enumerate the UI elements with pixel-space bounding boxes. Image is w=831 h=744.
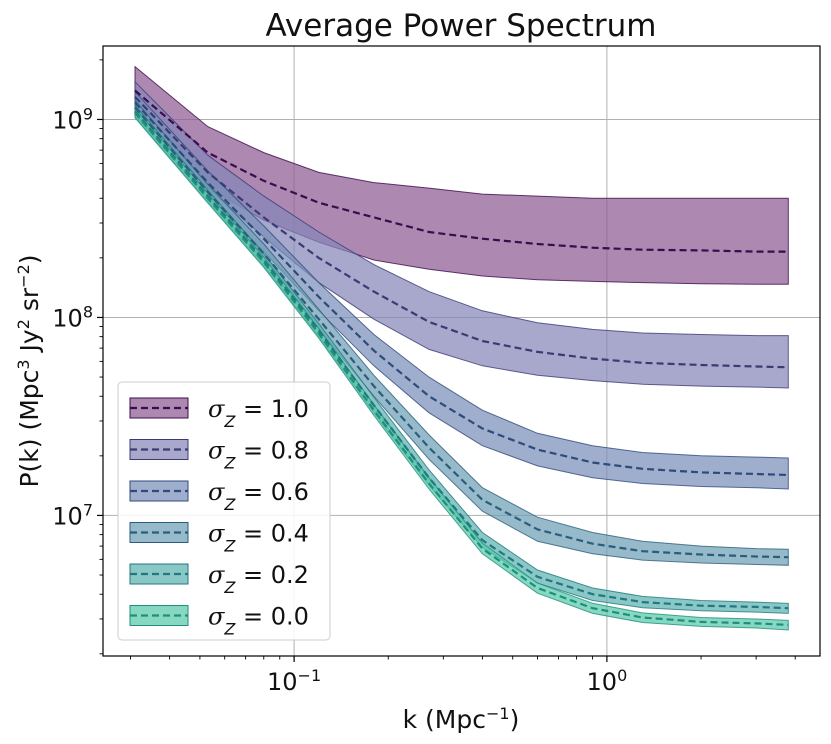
legend: σZ = 1.0σZ = 0.8σZ = 0.6σZ = 0.4σZ = 0.2… xyxy=(117,381,331,641)
legend-subscript: Z xyxy=(223,495,236,514)
mean-line-5 xyxy=(134,112,789,626)
plot-border xyxy=(102,45,821,657)
legend-label-5: σZ = 0.0 xyxy=(208,603,309,639)
y-axis-label: P(k) (Mpc3 Jy2 sr−2) xyxy=(14,254,45,487)
x-axis-label-exponent: −1 xyxy=(486,704,510,723)
series-bands xyxy=(134,65,789,631)
legend-subscript: Z xyxy=(223,619,236,638)
mean-line-0 xyxy=(134,89,789,253)
legend-subscript: Z xyxy=(223,453,236,472)
mean-line-2 xyxy=(134,101,789,477)
y-tick-label: 108 xyxy=(52,302,93,333)
x-tick-exponent: −1 xyxy=(298,666,322,685)
y-axis-label-part: ) xyxy=(15,254,44,264)
x-tick-label: 100 xyxy=(587,666,628,697)
y-axis-label-part: sr xyxy=(15,287,44,319)
y-tick-exponent: 9 xyxy=(83,104,93,123)
legend-label-0: σZ = 1.0 xyxy=(208,395,309,431)
legend-label-1: σZ = 0.8 xyxy=(208,437,309,473)
legend-sigma: σ xyxy=(208,437,225,465)
legend-sigma: σ xyxy=(208,395,225,423)
y-tick-base: 10 xyxy=(52,106,83,134)
legend-value: = 0.2 xyxy=(235,561,309,589)
chart-title: Average Power Spectrum xyxy=(266,8,657,44)
legend-sigma: σ xyxy=(208,478,225,506)
mean-line-3 xyxy=(134,106,789,559)
legend-subscript: Z xyxy=(223,536,236,555)
legend-subscript: Z xyxy=(223,412,236,431)
x-axis-label-text: k (Mpc xyxy=(403,705,486,734)
uncertainty-band-2 xyxy=(134,90,789,490)
legend-label-4: σZ = 0.2 xyxy=(208,561,309,597)
y-tick-base: 10 xyxy=(52,304,83,332)
y-axis-label-exponent: −2 xyxy=(14,264,33,288)
y-tick-base: 10 xyxy=(52,502,83,530)
y-tick-label: 109 xyxy=(52,104,93,135)
legend-value: = 1.0 xyxy=(235,395,309,423)
legend-value: = 0.6 xyxy=(235,478,309,506)
legend-value: = 0.8 xyxy=(235,437,309,465)
y-axis-label-exponent: 3 xyxy=(14,359,33,369)
x-tick-label: 10−1 xyxy=(267,666,321,697)
x-axis-label: k (Mpc−1) xyxy=(403,704,520,735)
x-tick-exponent: 0 xyxy=(617,666,627,685)
x-tick-base: 10 xyxy=(587,668,618,696)
y-tick-exponent: 7 xyxy=(83,500,93,519)
y-tick-exponent: 8 xyxy=(83,302,93,321)
legend-sigma: σ xyxy=(208,520,225,548)
legend-sigma: σ xyxy=(208,603,225,631)
y-axis-label-part: P(k) (Mpc xyxy=(15,370,44,488)
x-tick-base: 10 xyxy=(267,668,298,696)
y-tick-label: 107 xyxy=(52,500,93,531)
legend-sigma: σ xyxy=(208,561,225,589)
legend-label-2: σZ = 0.6 xyxy=(208,478,309,514)
plot-frame xyxy=(102,45,821,657)
legend-value: = 0.4 xyxy=(235,520,309,548)
y-axis-label-part: Jy xyxy=(15,329,44,359)
legend-label-3: σZ = 0.4 xyxy=(208,520,309,556)
legend-value: = 0.0 xyxy=(235,603,309,631)
y-axis-label-exponent: 2 xyxy=(14,319,33,329)
mean-line-1 xyxy=(134,96,789,369)
x-axis-label-end: ) xyxy=(510,705,520,734)
mean-line-4 xyxy=(134,110,789,610)
legend-subscript: Z xyxy=(223,578,236,597)
